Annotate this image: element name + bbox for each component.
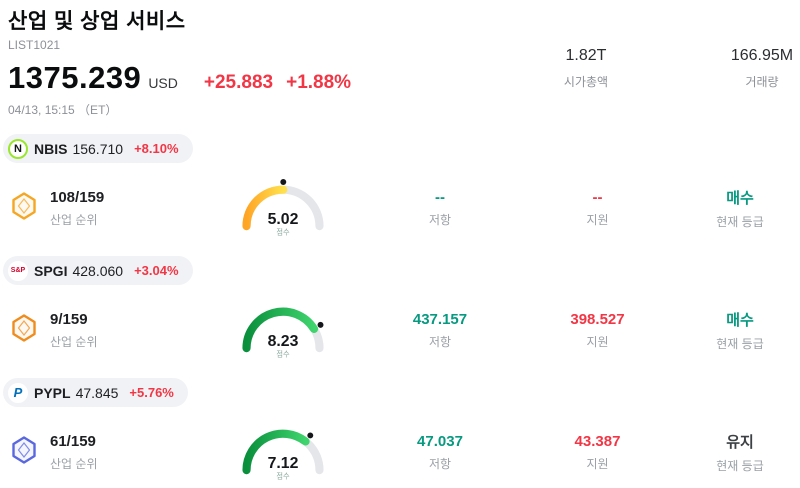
- change-absolute: +25.883: [203, 72, 274, 93]
- score-gauge: 7.12 점수: [235, 419, 331, 486]
- ticker-pill-pypl[interactable]: P PYPL 47.845 +5.76%: [3, 378, 188, 407]
- market-cap-value: 1.82T: [565, 47, 607, 64]
- ticker-symbol: NBIS: [34, 140, 68, 157]
- list-id: LIST1021: [8, 38, 61, 52]
- svg-text:점수: 점수: [276, 349, 290, 358]
- change-percent: +1.88%: [286, 72, 352, 93]
- resistance-cell: -- 저항: [365, 189, 515, 228]
- spgi-logo-icon: S&P: [8, 260, 28, 281]
- rating-value: 유지: [726, 433, 754, 451]
- rating-value: 매수: [726, 189, 754, 207]
- support-value: 43.387: [574, 432, 621, 450]
- score-gauge: 5.02 점수: [235, 175, 331, 242]
- rating-cell: 매수 현재 등급: [680, 309, 800, 352]
- industry-rank-label: 산업 순위: [50, 456, 98, 471]
- ticker-change: +3.04%: [134, 263, 179, 278]
- svg-text:점수: 점수: [276, 471, 290, 480]
- resistance-cell: 437.157 저항: [365, 311, 515, 350]
- support-label: 지원: [586, 456, 609, 471]
- ticker-symbol: PYPL: [34, 384, 71, 401]
- ticker-change: +5.76%: [129, 385, 174, 400]
- pypl-logo-icon: P: [8, 382, 28, 403]
- rating-cell: 유지 현재 등급: [680, 431, 800, 474]
- nbis-logo-icon: N: [8, 138, 28, 159]
- index-price-row: 1375.239 USD +25.883 +1.88%: [8, 60, 792, 96]
- rank-badge-icon: [9, 313, 39, 348]
- stock-row-spgi: S&P SPGI 428.060 +3.04% 9/159 산업 순위 8.23…: [0, 244, 800, 366]
- volume-label: 거래량: [745, 75, 779, 89]
- support-value: --: [592, 188, 603, 206]
- industry-rank-label: 산업 순위: [50, 334, 98, 349]
- resistance-label: 저항: [428, 456, 452, 471]
- stock-row-pypl: P PYPL 47.845 +5.76% 61/159 산업 순위 7.12 점수…: [0, 366, 800, 488]
- ticker-price: 428.060: [72, 262, 124, 279]
- ticker-price: 47.845: [75, 384, 119, 401]
- support-cell: 43.387 지원: [515, 433, 680, 472]
- resistance-label: 저항: [428, 212, 452, 227]
- ticker-symbol: SPGI: [34, 262, 68, 279]
- industry-rank-cell: 108/159 산업 순위: [0, 189, 200, 228]
- support-label: 지원: [586, 212, 609, 227]
- market-cap-stat: 1.82T 시가총액: [530, 47, 642, 90]
- rating-value: 매수: [726, 311, 754, 329]
- ticker-price: 156.710: [72, 140, 124, 157]
- industry-rank-cell: 9/159 산업 순위: [0, 311, 200, 350]
- rating-label: 현재 등급: [716, 214, 764, 229]
- rating-cell: 매수 현재 등급: [680, 187, 800, 230]
- ticker-pill-nbis[interactable]: N NBIS 156.710 +8.10%: [3, 134, 193, 163]
- resistance-value: 437.157: [412, 310, 468, 328]
- resistance-value: 47.037: [417, 432, 463, 450]
- industry-rank-cell: 61/159 산업 순위: [0, 433, 200, 472]
- resistance-label: 저항: [428, 334, 452, 349]
- support-value: 398.527: [570, 310, 625, 328]
- volume-value: 166.95M: [730, 47, 794, 64]
- page-title: 산업 및 상업 서비스: [8, 10, 186, 33]
- market-cap-label: 시가총액: [563, 75, 609, 89]
- rating-label: 현재 등급: [716, 336, 764, 351]
- svg-text:5.02: 5.02: [267, 211, 298, 228]
- header: 산업 및 상업 서비스 LIST1021 1375.239 USD +25.88…: [0, 0, 800, 122]
- support-label: 지원: [586, 334, 609, 349]
- svg-text:8.23: 8.23: [267, 333, 298, 350]
- ticker-change: +8.10%: [134, 141, 179, 156]
- svg-text:점수: 점수: [276, 227, 290, 236]
- resistance-cell: 47.037 저항: [365, 433, 515, 472]
- index-price: 1375.239: [8, 60, 142, 95]
- currency-label: USD: [148, 75, 178, 91]
- rank-badge-icon: [9, 435, 39, 470]
- support-cell: -- 지원: [515, 189, 680, 228]
- stock-row-nbis: N NBIS 156.710 +8.10% 108/159 산업 순위 5.02…: [0, 122, 800, 244]
- rank-badge-icon: [9, 191, 39, 226]
- support-cell: 398.527 지원: [515, 311, 680, 350]
- industry-rank-value: 61/159: [50, 432, 96, 450]
- index-change: +25.883 +1.88%: [204, 72, 351, 94]
- rating-label: 현재 등급: [716, 458, 764, 473]
- ticker-pill-spgi[interactable]: S&P SPGI 428.060 +3.04%: [3, 256, 193, 285]
- industry-rank-label: 산업 순위: [50, 212, 98, 227]
- industry-rank-value: 108/159: [50, 188, 105, 206]
- industry-rank-value: 9/159: [50, 310, 88, 328]
- svg-text:7.12: 7.12: [267, 455, 298, 472]
- volume-stat: 166.95M 거래량: [712, 47, 800, 90]
- datetime: 04/13, 15:15 （ET）: [8, 103, 118, 117]
- resistance-value: --: [435, 188, 445, 206]
- score-gauge: 8.23 점수: [235, 297, 331, 364]
